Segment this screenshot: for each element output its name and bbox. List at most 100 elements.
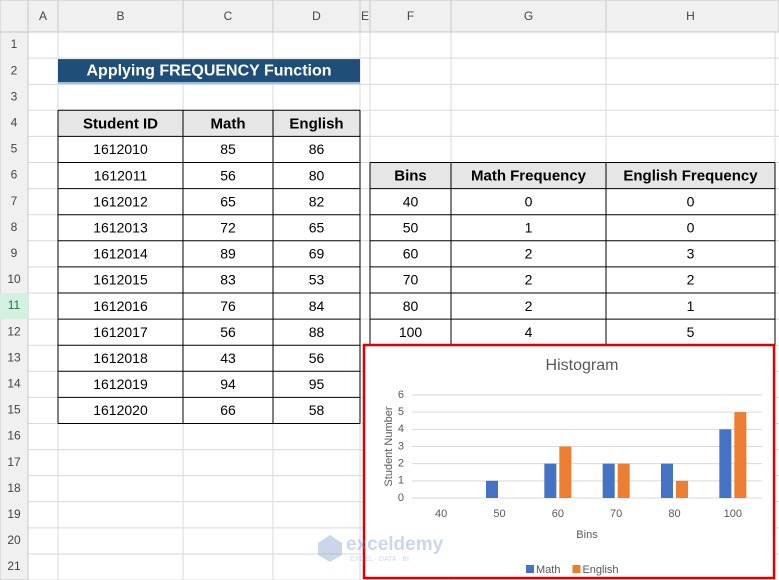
title-banner [58,59,360,83]
bar [559,446,572,498]
table-cell: 1612020 [93,402,148,418]
table-cell: 0 [687,193,695,209]
column-header-bar [0,0,779,33]
table-cell: 1612015 [93,272,148,288]
table-header: English Frequency [623,168,758,185]
table-cell: 69 [309,246,325,262]
bar [486,480,498,498]
x-tick-label: 50 [493,508,505,520]
table-cell: 60 [403,246,419,262]
row-number: 16 [7,429,21,443]
table-cell: 76 [220,298,236,314]
table-cell: 82 [309,193,325,209]
table-cell: 84 [309,298,325,314]
column-header: D [312,9,321,23]
row-number: 15 [7,403,21,417]
table-cell: 58 [309,402,325,418]
bar [544,463,557,498]
table-cell: 1612016 [93,298,148,314]
x-tick-label: 80 [668,508,680,520]
row-number: 12 [7,324,21,338]
table-cell: 1612019 [93,376,148,392]
column-header: E [361,9,369,23]
bar [719,429,732,498]
table-cell: 1612018 [93,350,148,366]
table-cell: 56 [309,350,325,366]
table-cell: 1612011 [94,167,148,183]
table-cell: 72 [220,219,236,235]
bar [661,463,673,498]
watermark-tagline: EXCEL · DATA · BI [350,556,409,563]
table-cell: 94 [220,376,236,392]
table-cell: 1612017 [93,324,148,340]
table-cell: 80 [403,298,419,314]
table-cell: 56 [220,167,236,183]
table-cell: 43 [220,350,236,366]
table-cell: 53 [309,272,325,288]
table-cell: 83 [220,272,236,288]
table-cell: 0 [525,193,533,209]
table-cell: 65 [309,219,325,235]
legend-swatch [572,565,581,573]
table-header: English [289,115,343,132]
table-cell: 70 [403,272,419,288]
table-header: Student ID [83,115,158,132]
table-cell: 56 [220,324,236,340]
table-cell: 1 [687,298,695,314]
table-header: Math Frequency [471,168,587,185]
row-number: 11 [8,298,21,312]
table-cell: 2 [525,272,533,288]
y-tick-label: 4 [398,423,404,435]
column-header: A [39,9,47,23]
row-number: 20 [7,533,21,547]
table-cell: 95 [309,376,325,392]
chart-title: Histogram [546,357,619,374]
row-number: 21 [7,559,21,573]
title: Applying FREQUENCY Function [86,62,331,79]
column-header: F [407,9,414,23]
row-number: 3 [11,89,18,103]
table-cell: 89 [220,246,236,262]
y-axis-title: Student Number [383,406,395,486]
active-row-header [0,293,28,320]
bar [602,463,615,498]
y-tick-label: 1 [398,475,404,487]
y-tick-label: 5 [398,406,404,418]
table-cell: 2 [687,272,695,288]
row-number: 2 [11,63,18,77]
row-number: 10 [7,272,21,286]
table-cell: 2 [525,246,533,262]
watermark-logo [318,535,342,562]
row-number: 18 [7,481,21,495]
table-background [370,162,775,346]
row-number: 9 [11,246,18,260]
row-number: 4 [11,116,18,130]
row-number: 17 [7,455,21,469]
x-tick-label: 100 [724,508,742,520]
row-number: 8 [11,220,18,234]
row-number: 19 [7,507,21,521]
watermark-name: exceldemy [346,534,444,555]
table-cell: 5 [687,324,695,340]
table-header-fill [370,162,775,189]
legend-label: Math [536,564,560,576]
table-cell: 1612010 [93,141,148,157]
table-cell: 50 [403,219,419,235]
y-tick-label: 0 [398,492,404,504]
x-tick-label: 60 [552,508,564,520]
table-cell: 65 [220,193,236,209]
y-tick-label: 2 [398,458,404,470]
table-cell: 1612014 [93,246,148,262]
column-header: C [224,9,233,23]
table-cell: 40 [403,193,419,209]
row-number: 5 [11,142,18,156]
legend-swatch [526,565,534,573]
column-header: G [524,9,533,23]
table-cell: 1 [525,219,533,235]
x-tick-label: 40 [435,508,447,520]
table-cell: 66 [220,402,236,418]
row-number: 1 [11,37,18,51]
legend-label: English [582,564,618,576]
